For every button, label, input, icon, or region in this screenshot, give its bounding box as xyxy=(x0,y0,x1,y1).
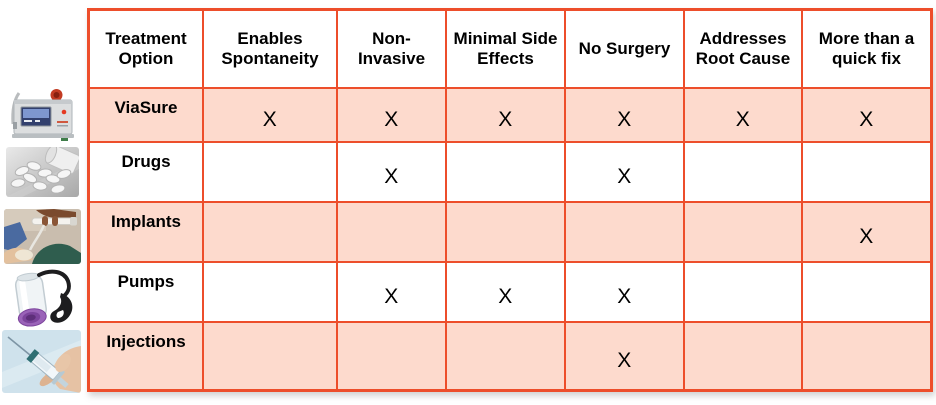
row-label-implants: Implants xyxy=(90,203,204,263)
implant-hands-photo xyxy=(4,209,81,264)
cell-injections-non-invasive xyxy=(338,323,447,389)
cell-drugs-addresses-root-cause xyxy=(685,143,803,203)
cell-pumps-no-surgery: X xyxy=(566,263,685,323)
column-header-no-surgery: No Surgery xyxy=(566,11,685,89)
cell-drugs-minimal-side-effects xyxy=(447,143,566,203)
cell-implants-more-than-a-quick-fix: X xyxy=(803,203,930,263)
cell-viasure-enables-spontaneity: X xyxy=(204,89,338,143)
cell-pumps-addresses-root-cause xyxy=(685,263,803,323)
cell-injections-enables-spontaneity xyxy=(204,323,338,389)
vacuum-pump-photo xyxy=(6,269,79,327)
cell-injections-more-than-a-quick-fix xyxy=(803,323,930,389)
cell-pumps-non-invasive: X xyxy=(338,263,447,323)
cell-viasure-addresses-root-cause: X xyxy=(685,89,803,143)
cell-viasure-no-surgery: X xyxy=(566,89,685,143)
cell-drugs-more-than-a-quick-fix xyxy=(803,143,930,203)
column-header-minimal-side-effects: Minimal Side Effects xyxy=(447,11,566,89)
cell-viasure-minimal-side-effects: X xyxy=(447,89,566,143)
row-label-drugs: Drugs xyxy=(90,143,204,203)
column-header-non-invasive: Non-Invasive xyxy=(338,11,447,89)
row-label-viasure: ViaSure xyxy=(90,89,204,143)
syringe-injection-photo xyxy=(2,330,81,393)
cell-drugs-no-surgery: X xyxy=(566,143,685,203)
row-label-pumps: Pumps xyxy=(90,263,204,323)
cell-drugs-enables-spontaneity xyxy=(204,143,338,203)
cell-pumps-minimal-side-effects: X xyxy=(447,263,566,323)
cell-injections-no-surgery: X xyxy=(566,323,685,389)
column-header-treatment-option: Treatment Option xyxy=(90,11,204,89)
cell-injections-addresses-root-cause xyxy=(685,323,803,389)
cell-implants-non-invasive xyxy=(338,203,447,263)
cell-implants-minimal-side-effects xyxy=(447,203,566,263)
cell-viasure-more-than-a-quick-fix: X xyxy=(803,89,930,143)
pills-photo xyxy=(6,147,79,197)
column-header-enables-spontaneity: Enables Spontaneity xyxy=(204,11,338,89)
cell-drugs-non-invasive: X xyxy=(338,143,447,203)
cell-pumps-enables-spontaneity xyxy=(204,263,338,323)
cell-implants-no-surgery xyxy=(566,203,685,263)
cell-pumps-more-than-a-quick-fix xyxy=(803,263,930,323)
comparison-table: Treatment Option Enables Spontaneity Non-I… xyxy=(87,8,933,392)
cell-injections-minimal-side-effects xyxy=(447,323,566,389)
cell-implants-enables-spontaneity xyxy=(204,203,338,263)
viasure-device-photo xyxy=(4,88,81,143)
row-label-injections: Injections xyxy=(90,323,204,389)
cell-implants-addresses-root-cause xyxy=(685,203,803,263)
column-header-addresses-root-cause: Addresses Root Cause xyxy=(685,11,803,89)
column-header-more-than-a-quick-fix: More than a quick fix xyxy=(803,11,930,89)
cell-viasure-non-invasive: X xyxy=(338,89,447,143)
